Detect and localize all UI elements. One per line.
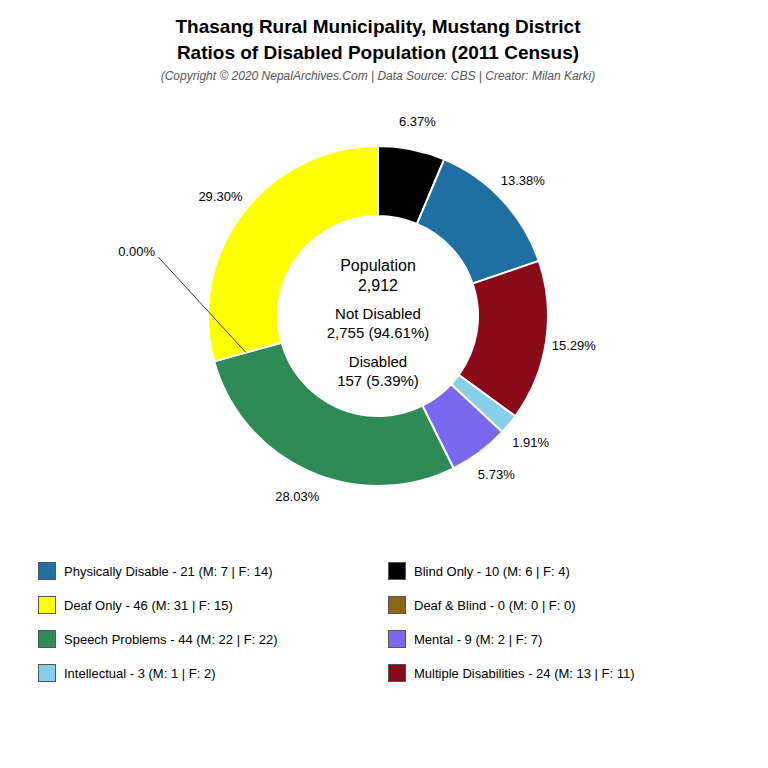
html-text:Blind Only - 10 (M: 6 | F: 4): Blind Only - 10 (M: 6 | F: 4) xyxy=(414,563,570,579)
html-text:Population: Population xyxy=(340,257,416,274)
html-text:Intellectual - 3 (M: 1 | F: 2): Intellectual - 3 (M: 1 | F: 2) xyxy=(64,665,216,681)
svg-text:0.00%: 0.00% xyxy=(118,244,155,259)
html-text:2,755 (94.61%): 2,755 (94.61%) xyxy=(326,324,430,341)
html-text:Deaf Only - 46 (M: 31 | F: 15): Deaf Only - 46 (M: 31 | F: 15) xyxy=(64,597,233,613)
svg-text:13.38%: 13.38% xyxy=(501,173,546,188)
html-text:157 (5.39%): 157 (5.39%) xyxy=(337,372,419,389)
html-text:(Copyright © 2020 NepalArchive: (Copyright © 2020 NepalArchives.Com | Da… xyxy=(160,69,596,83)
html-text:Not Disabled: Not Disabled xyxy=(335,305,421,323)
svg-text:1.91%: 1.91% xyxy=(512,435,549,450)
html-text:2,912: 2,912 xyxy=(358,277,398,294)
svg-text:28.03%: 28.03% xyxy=(275,489,320,504)
html-text:Disabled: Disabled xyxy=(348,353,408,371)
html-text:Physically Disable - 21 (M: 7: Physically Disable - 21 (M: 7 | F: 14) xyxy=(64,563,273,579)
html-text:Ratios of Disabled Population: Ratios of Disabled Population (2011 Cens… xyxy=(176,42,580,63)
svg-text:6.37%: 6.37% xyxy=(399,114,436,129)
svg-text:15.29%: 15.29% xyxy=(552,338,597,353)
svg-text:29.30%: 29.30% xyxy=(198,189,243,204)
html-text:Multiple Disabilities - 24 (M:: Multiple Disabilities - 24 (M: 13 | F: 1… xyxy=(414,665,635,681)
html-text:Thasang Rural Municipality, Mu: Thasang Rural Municipality, Mustang Dist… xyxy=(175,16,581,37)
svg-text:5.73%: 5.73% xyxy=(478,467,515,482)
html-text:Deaf & Blind - 0 (M: 0 | F: 0): Deaf & Blind - 0 (M: 0 | F: 0) xyxy=(414,597,576,613)
html-text:Mental - 9 (M: 2 | F: 7): Mental - 9 (M: 2 | F: 7) xyxy=(414,631,543,647)
html-text:Speech Problems - 44 (M: 22 |: Speech Problems - 44 (M: 22 | F: 22) xyxy=(64,631,278,647)
